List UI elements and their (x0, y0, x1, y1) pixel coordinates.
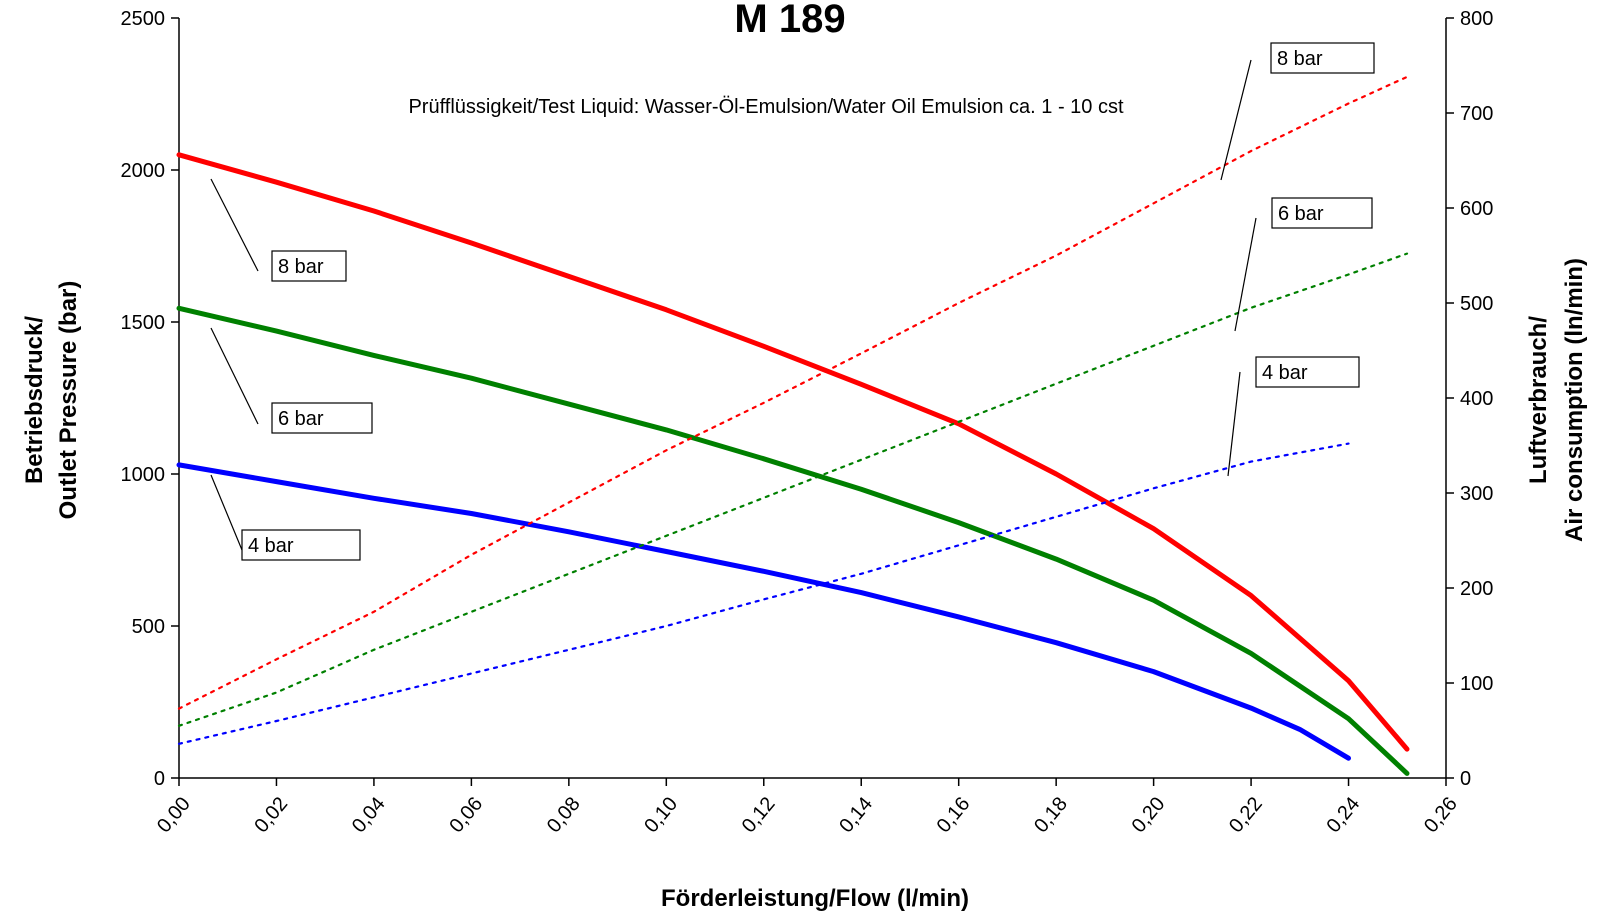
y-right-tick-label: 800 (1460, 8, 1493, 30)
y-right-tick-label: 300 (1460, 483, 1493, 505)
callout-left-6bar-box (271, 402, 373, 434)
y-left-tick-label: 500 (132, 616, 165, 638)
callout-right-4bar-box (1255, 356, 1360, 388)
x-tick-label: 0,24 (1322, 793, 1364, 837)
y-right-tick-label: 500 (1460, 293, 1493, 315)
callout-left-8bar-leader (210, 178, 259, 272)
callout-left-4bar-label: 4 bar (248, 535, 294, 557)
x-tick-label: 0,08 (543, 793, 585, 837)
x-tick-label: 0,04 (348, 793, 390, 837)
y-left-tick-label: 2500 (121, 8, 166, 30)
x-tick-label: 0,02 (250, 793, 292, 837)
callout-left-4bar-box (241, 529, 361, 561)
series-pressure-4bar-line (176, 462, 1351, 761)
callout-left-8bar-box (271, 250, 347, 282)
y-right-tick-label: 600 (1460, 198, 1493, 220)
x-axis-title: Förderleistung/Flow (l/min) (661, 885, 969, 912)
y-axis-left-title-line1: Betriebsdruck/ (21, 316, 48, 484)
chart-title: M 189 (734, 0, 845, 41)
x-tick-label: 0,14 (835, 793, 877, 837)
callout-right-8bar-label: 8 bar (1277, 48, 1323, 70)
callout-left-6bar-label: 6 bar (278, 408, 324, 430)
callout-right-8bar-box (1270, 42, 1375, 74)
series-pressure-8bar-line (176, 152, 1410, 752)
callout-right-4bar-leader (1227, 371, 1241, 477)
x-tick-label: 0,10 (640, 793, 682, 837)
y-left-tick-label: 0 (154, 768, 165, 790)
callout-right-6bar-box (1271, 197, 1373, 229)
callout-left-6bar-leader (210, 327, 259, 425)
callout-right-6bar-leader (1234, 217, 1257, 332)
y-left-tick-label: 2000 (121, 160, 166, 182)
y-axis-right-title-line1: Luftverbrauch/ (1525, 316, 1552, 484)
y-left-tick-label: 1000 (121, 464, 166, 486)
callout-right-4bar-label: 4 bar (1262, 362, 1308, 384)
callout-right-8bar-leader (1220, 59, 1252, 181)
y-right-tick-label: 700 (1460, 103, 1493, 125)
y-axis-right-title-line2: Air consumption (ln/min) (1561, 258, 1588, 542)
y-right-tick-label: 100 (1460, 673, 1493, 695)
x-tick-label: 0,26 (1420, 793, 1462, 837)
y-right-tick-label: 0 (1460, 768, 1471, 790)
x-tick-label: 0,18 (1030, 793, 1072, 837)
callouts: 8 bar 6 bar 4 bar 8 bar 6 bar 4 bar (210, 42, 1375, 561)
x-tick-label: 0,16 (933, 793, 975, 837)
x-tick-label: 0,12 (738, 793, 780, 837)
series-air-6bar-line (177, 252, 1409, 727)
callout-left-4bar-leader (210, 474, 243, 551)
y-left-tick-label: 1500 (121, 312, 166, 334)
callout-left-8bar-label: 8 bar (278, 256, 324, 278)
series-air-4bar-line (177, 442, 1350, 745)
y-right-tick-label: 200 (1460, 578, 1493, 600)
y-right-tick-label: 400 (1460, 388, 1493, 410)
x-tick-label: 0,20 (1128, 793, 1170, 837)
series-layer (176, 75, 1410, 776)
series-air-8bar-line (177, 75, 1409, 710)
x-tick-label: 0,22 (1225, 793, 1267, 837)
x-tick-label: 0,06 (445, 793, 487, 837)
x-tick-label: 0,00 (153, 793, 195, 837)
chart-subtitle: Prüfflüssigkeit/Test Liquid: Wasser-Öl-E… (408, 96, 1123, 118)
series-pressure-6bar-line (176, 305, 1410, 776)
callout-right-6bar-label: 6 bar (1278, 203, 1324, 225)
y-axis-left-title-line2: Outlet Pressure (bar) (55, 281, 82, 520)
